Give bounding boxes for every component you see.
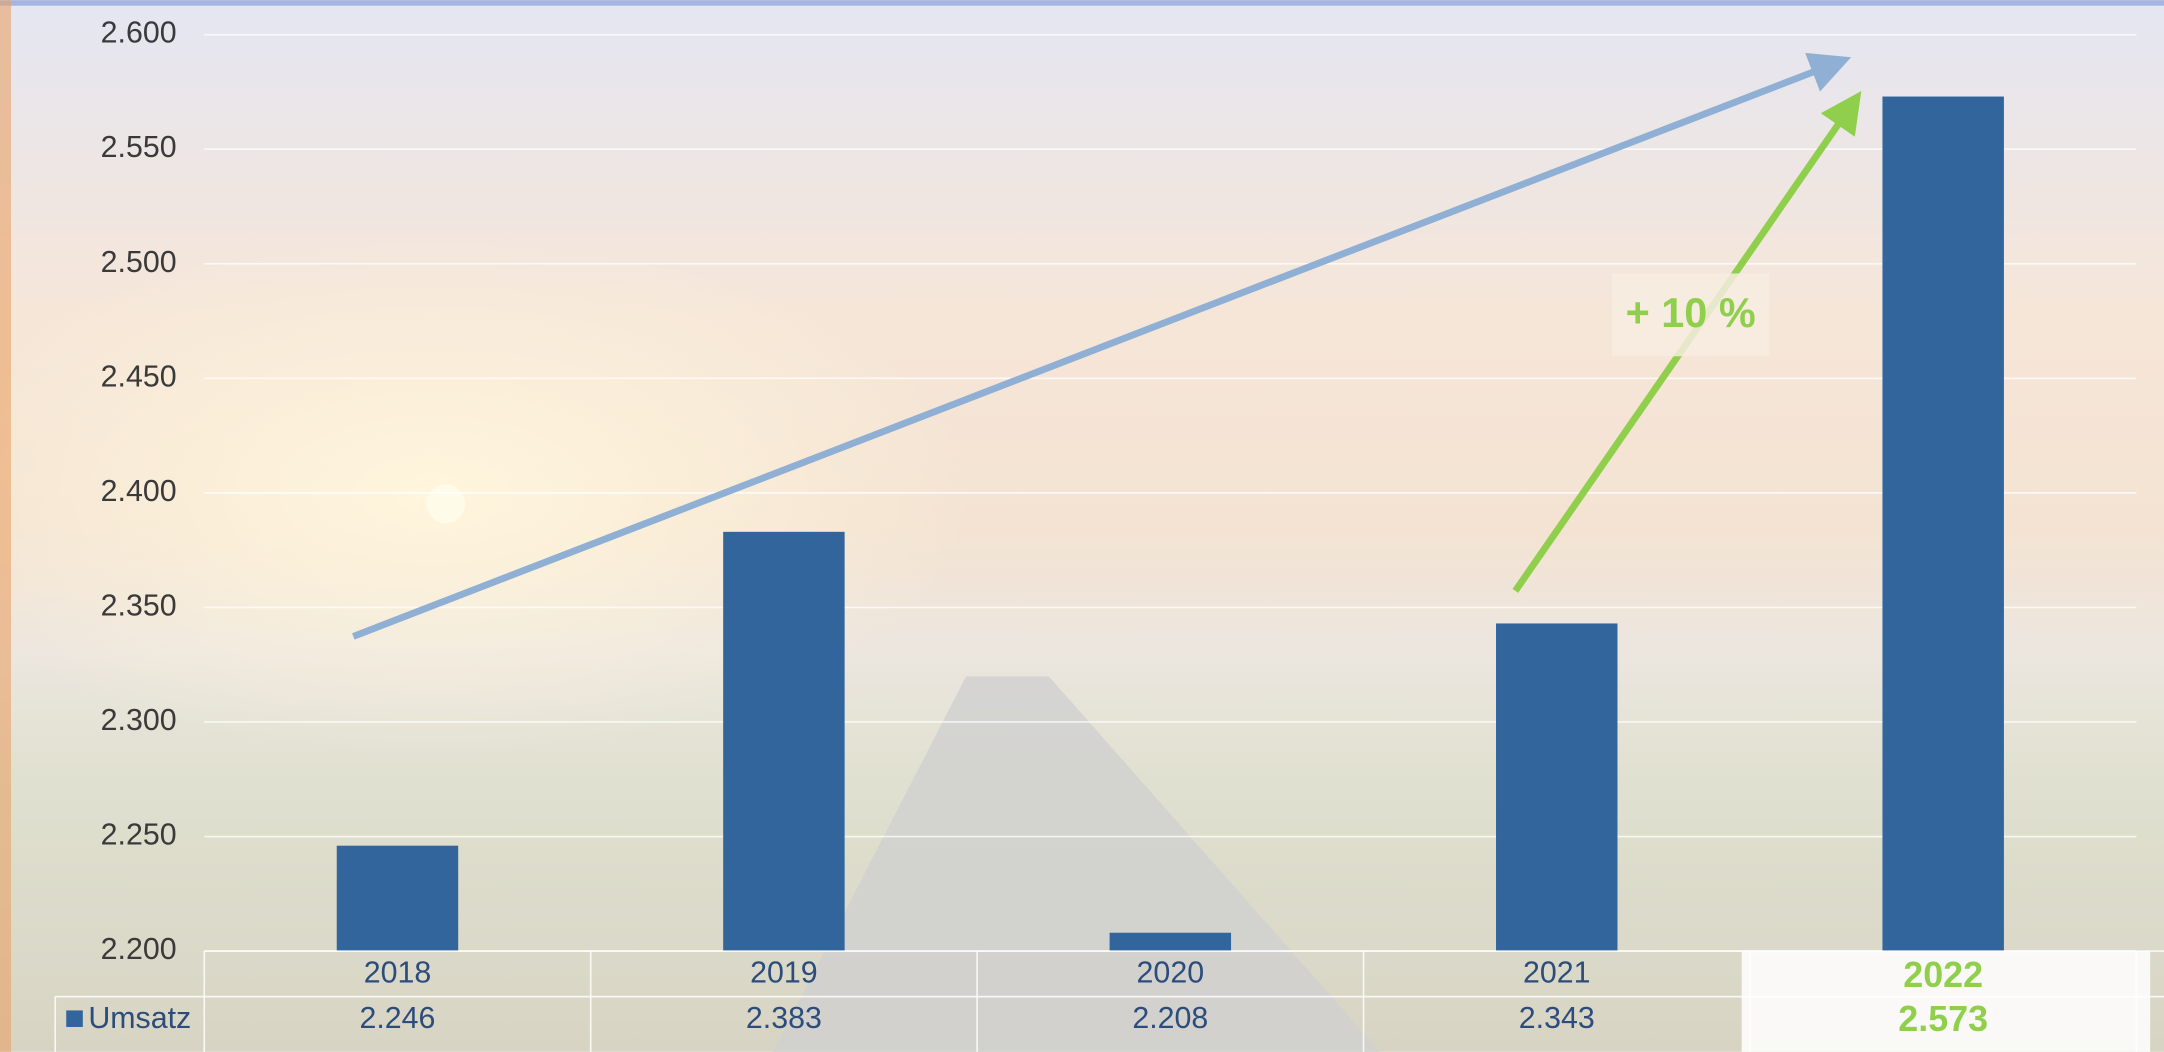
value-label: 2.208	[1132, 1002, 1208, 1035]
x-tick-label: 2021	[1523, 957, 1591, 990]
annotation-box	[1611, 273, 1770, 357]
legend-label: Umsatz	[88, 1002, 191, 1035]
value-label: 2.246	[359, 1002, 435, 1035]
value-label: 2.343	[1519, 1002, 1595, 1035]
value-label: 2.573	[1898, 999, 1988, 1039]
grid: 2.200 2.250 2.300 2.350 2.400 2.450 2.500 2.550…	[101, 17, 2137, 966]
x-tick-label: 2022	[1903, 955, 1983, 995]
annotation: + 10 %	[1626, 290, 1756, 336]
x-tick-label: 2020	[1137, 957, 1205, 990]
bar	[336, 845, 459, 952]
highlight-cell	[1741, 951, 2151, 1052]
legend-swatch	[66, 1010, 83, 1027]
y-tick-label: 2.400	[101, 475, 177, 508]
data-table: Umsatz 2.246 2.383 2.208 2.343 2.573 2018 2019 2…	[54, 950, 2164, 1052]
y-tick-label: 2.300	[101, 704, 177, 737]
bar	[723, 531, 845, 952]
bars	[336, 96, 2004, 952]
bar	[1496, 623, 1618, 952]
bar	[1882, 96, 2004, 952]
y-tick-label: 2.500	[101, 246, 177, 279]
trend-arrow	[352, 52, 1852, 640]
y-tick-label: 2.200	[101, 933, 177, 966]
y-tick-label: 2.550	[101, 131, 177, 164]
x-tick-label: 2019	[750, 957, 818, 990]
y-tick-label: 2.350	[101, 589, 177, 622]
x-tick-label: 2018	[364, 957, 432, 990]
y-tick-label: 2.450	[101, 360, 177, 393]
y-tick-label: 2.600	[101, 17, 177, 50]
value-label: 2.383	[746, 1002, 822, 1035]
bar	[1109, 932, 1232, 952]
y-tick-label: 2.250	[101, 819, 177, 852]
